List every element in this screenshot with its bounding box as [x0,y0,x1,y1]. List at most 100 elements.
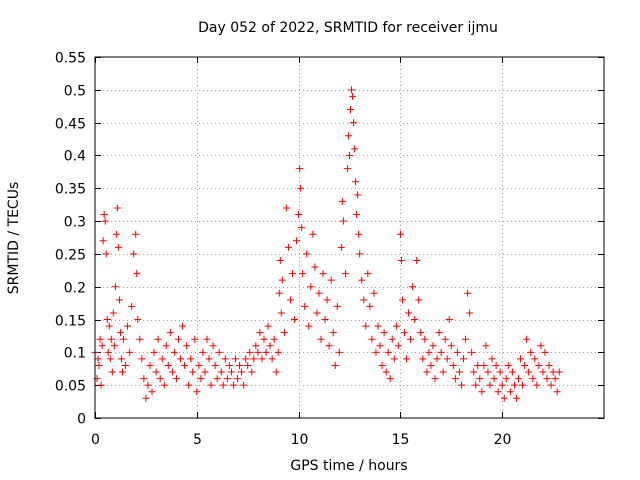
data-point [462,335,470,343]
data-point [502,375,510,383]
data-point [504,361,512,369]
data-point [321,316,329,324]
data-point [286,296,294,304]
data-point [541,348,549,356]
data-point [512,394,520,402]
data-point [498,381,506,389]
data-point [158,355,166,363]
data-point [191,335,199,343]
data-point [199,348,207,356]
data-point [187,355,195,363]
data-point [185,381,193,389]
data-point [315,289,323,297]
data-point [338,197,346,205]
data-point [205,355,213,363]
data-point [351,145,359,153]
data-point [346,151,353,159]
data-point [108,368,116,376]
data-point [126,348,134,356]
data-point [148,388,156,396]
data-point [197,375,205,383]
data-point [378,361,386,369]
data-point [344,132,352,140]
data-point [213,375,221,383]
data-point [94,355,102,363]
data-point [510,381,518,389]
data-point [130,250,138,258]
data-point [298,224,306,232]
data-point [124,322,132,330]
data-point [533,381,541,389]
data-point [109,309,117,317]
data-point [331,361,339,369]
data-point [162,342,170,350]
data-point [337,243,345,251]
data-point [329,329,337,337]
data-point [396,230,404,238]
data-point [146,361,154,369]
data-point [107,335,115,343]
data-point [236,361,244,369]
data-point [543,375,551,383]
data-point [170,348,178,356]
data-point [221,355,229,363]
data-point [355,230,363,238]
data-point [104,348,112,356]
data-point [514,375,522,383]
y-tick-label: 0.25 [55,248,86,264]
data-point [116,329,124,337]
data-point [349,92,357,100]
data-point [397,256,405,264]
data-point [96,335,104,343]
data-point [280,329,288,337]
x-tick-label: 20 [494,432,512,448]
data-point [307,283,315,291]
data-point [217,368,225,376]
data-point [114,243,122,251]
data-point [295,211,303,219]
data-point [506,388,514,396]
data-point [339,217,347,225]
data-point [376,342,384,350]
data-point [102,250,110,258]
y-axis-label: SRMTID / TECUs [6,182,22,295]
data-point [360,296,368,304]
data-point [407,335,415,343]
data-point [181,361,189,369]
data-point [183,342,191,350]
data-point [268,355,276,363]
data-point [453,348,461,356]
data-point [447,342,455,350]
data-point [110,342,118,350]
data-point [136,335,144,343]
data-point [211,361,219,369]
data-point [242,355,250,363]
data-point [111,283,119,291]
data-point [482,342,490,350]
data-point [266,342,274,350]
data-point [380,329,388,337]
data-point [223,375,231,383]
data-point [555,368,563,376]
data-point [523,335,531,343]
data-point [100,211,108,219]
data-point [164,361,172,369]
data-point [527,348,535,356]
data-point [297,184,305,192]
data-point [386,375,394,383]
data-point [366,302,374,310]
data-point [234,375,242,383]
data-point [521,361,529,369]
data-point [118,368,126,376]
data-point [488,355,496,363]
data-point [341,270,349,278]
data-point [244,361,252,369]
y-tick-label: 0.45 [55,117,86,133]
data-point [460,355,468,363]
data-point [494,388,502,396]
data-point [142,394,150,402]
y-tick-label: 0.3 [64,215,86,231]
data-point [388,335,396,343]
data-point [549,368,557,376]
data-point [258,355,266,363]
